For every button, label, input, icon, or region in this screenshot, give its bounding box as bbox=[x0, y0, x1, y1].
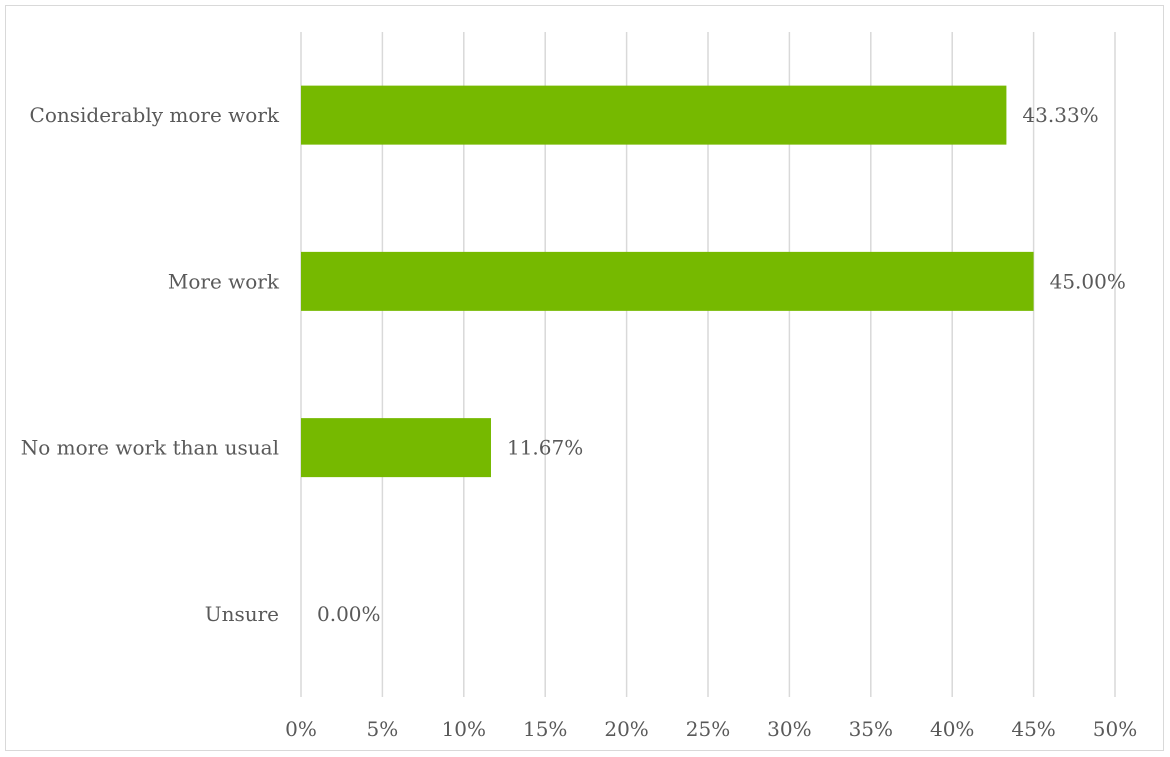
data-label: 11.67% bbox=[507, 436, 583, 460]
x-tick-label: 5% bbox=[367, 717, 399, 741]
x-axis-tick-labels: 0% 5% 10% 15% 20% 25% 30% 35% 40% 45% 50% bbox=[285, 717, 1137, 741]
x-tick-label: 25% bbox=[686, 717, 730, 741]
category-label: Unsure bbox=[205, 602, 279, 626]
data-labels: 43.33% 45.00% 11.67% 0.00% bbox=[317, 103, 1126, 626]
x-tick-label: 15% bbox=[523, 717, 567, 741]
category-label: Considerably more work bbox=[30, 103, 280, 127]
data-label: 43.33% bbox=[1022, 103, 1098, 127]
x-tick-label: 50% bbox=[1093, 717, 1137, 741]
category-label: No more work than usual bbox=[21, 436, 279, 460]
category-labels: Considerably more work More work No more w… bbox=[21, 103, 280, 626]
x-tick-label: 30% bbox=[767, 717, 811, 741]
data-label: 0.00% bbox=[317, 602, 381, 626]
x-tick-label: 35% bbox=[849, 717, 893, 741]
x-tick-label: 10% bbox=[442, 717, 486, 741]
x-tick-label: 0% bbox=[285, 717, 317, 741]
bar bbox=[301, 251, 1034, 311]
category-label: More work bbox=[168, 269, 280, 293]
bar bbox=[301, 418, 491, 478]
bars bbox=[301, 85, 1034, 478]
x-tick-label: 20% bbox=[604, 717, 648, 741]
x-tick-label: 45% bbox=[1011, 717, 1055, 741]
bar bbox=[301, 85, 1007, 145]
data-label: 45.00% bbox=[1050, 269, 1126, 293]
x-tick-label: 40% bbox=[930, 717, 974, 741]
